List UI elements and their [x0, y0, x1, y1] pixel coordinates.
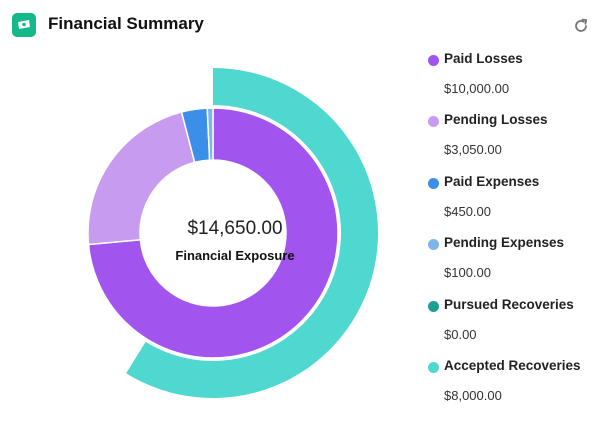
legend-item-paid-losses[interactable]: Paid Losses $10,000.00: [428, 50, 598, 111]
page-title: Financial Summary: [48, 14, 204, 33]
legend-dot: [428, 361, 439, 373]
legend-value: $8,000.00: [444, 387, 502, 403]
legend-item-accepted-recoveries[interactable]: Accepted Recoveries $8,000.00: [428, 357, 598, 418]
slice-pending-expenses[interactable]: [206, 107, 214, 161]
financial-exposure-label: Financial Exposure: [175, 248, 295, 263]
legend-value: $100.00: [444, 265, 491, 281]
legend-value: $0.00: [444, 326, 477, 342]
legend-value: $450.00: [444, 203, 491, 219]
card-header: Financial Summary: [12, 12, 591, 40]
legend-dot: [428, 116, 439, 128]
financial-exposure-value: $14,650.00: [187, 218, 283, 239]
legend-item-pending-losses[interactable]: Pending Losses $3,050.00: [428, 111, 598, 172]
chart-legend: Paid Losses $10,000.00 Pending Losses $3…: [428, 50, 598, 418]
financial-donut-chart: $14,650.00 Financial Exposure: [70, 58, 400, 418]
refresh-icon[interactable]: [571, 16, 591, 36]
legend-name: Pursued Recoveries: [444, 296, 574, 312]
legend-dot: [428, 177, 439, 189]
legend-name: Pending Losses: [444, 112, 548, 128]
slice-paid-losses[interactable]: [87, 107, 339, 359]
legend-name: Accepted Recoveries: [444, 357, 581, 373]
legend-value: $10,000.00: [444, 81, 510, 96]
legend-value: $3,050.00: [444, 142, 502, 158]
legend-name: Pending Expenses: [444, 235, 565, 251]
slice-accepted-recoveries[interactable]: [126, 68, 378, 398]
legend-dot: [428, 55, 439, 66]
legend-dot: [428, 239, 439, 251]
legend-item-pending-expenses[interactable]: Pending Expenses $100.00: [428, 234, 598, 295]
money-icon: [12, 13, 36, 37]
legend-name: Paid Expenses: [444, 173, 540, 189]
legend-item-pursued-recoveries[interactable]: Pursued Recoveries $0.00: [428, 296, 598, 357]
legend-dot: [428, 300, 439, 312]
legend-name: Paid Losses: [444, 51, 523, 66]
legend-item-paid-expenses[interactable]: Paid Expenses $450.00: [428, 173, 598, 234]
